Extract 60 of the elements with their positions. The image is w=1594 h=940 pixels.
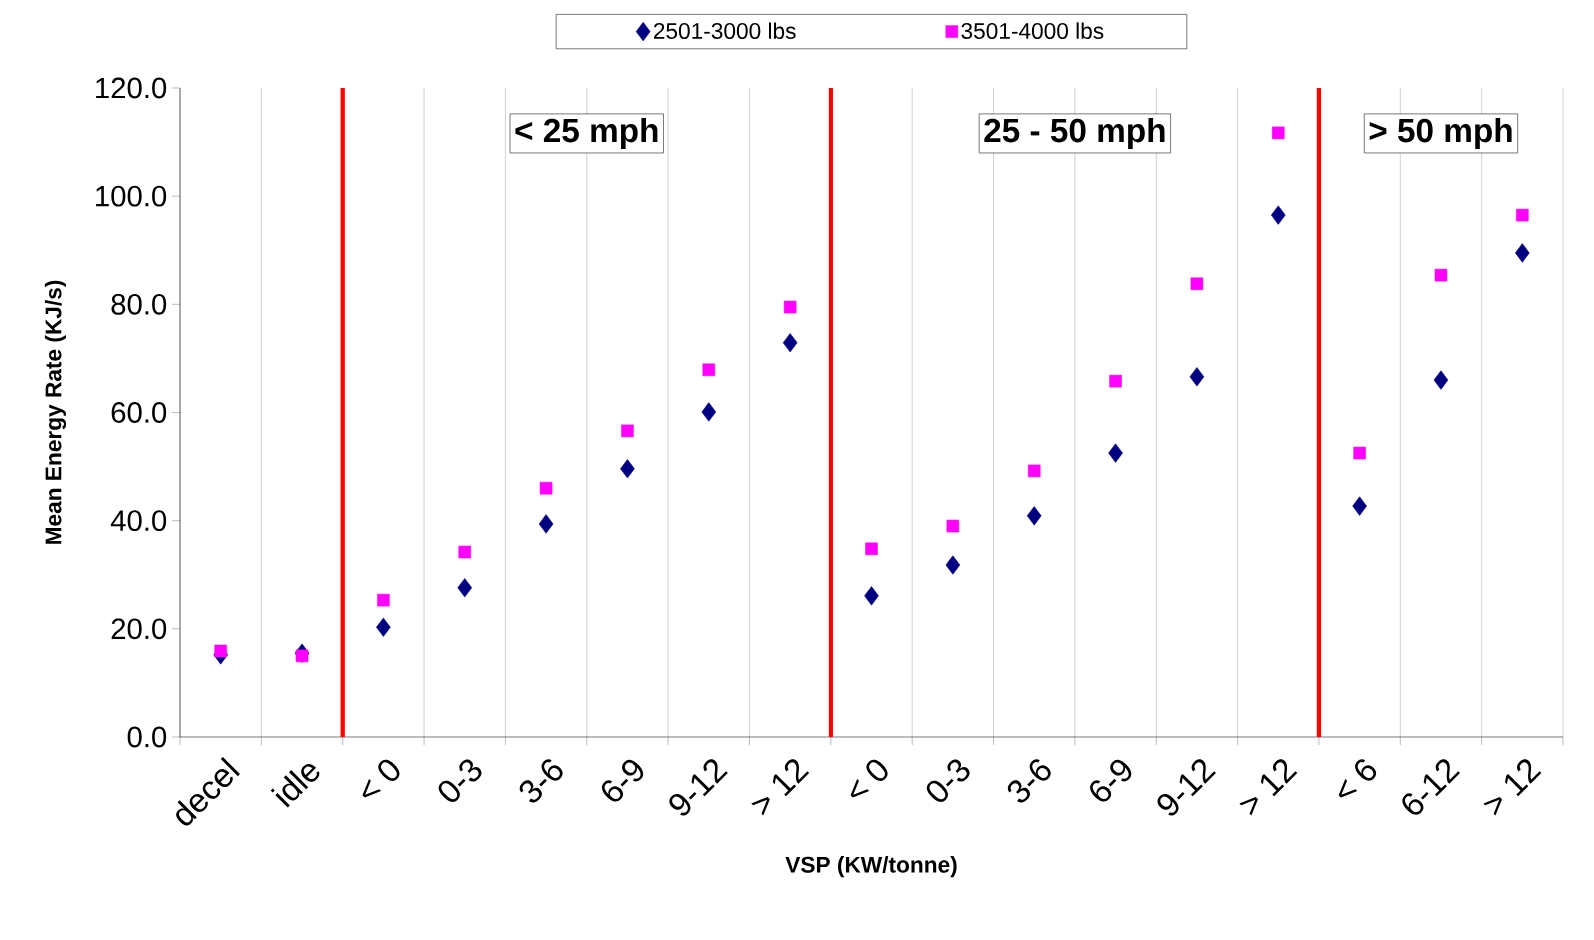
point xyxy=(295,649,309,663)
x-tick-label: < 0 xyxy=(362,759,400,798)
annotation: > 50 mph xyxy=(1369,117,1512,149)
y-tick-label: 0.0 xyxy=(127,726,167,748)
point xyxy=(1353,446,1366,460)
y-tick-label: 40.0 xyxy=(110,510,167,532)
x-tick-label: 3-6 xyxy=(519,759,563,803)
y-tick-label: 20.0 xyxy=(111,618,167,640)
legend-label: 2501-3000 lbs xyxy=(653,22,796,40)
x-tick-label: 0-3 xyxy=(438,759,482,802)
point xyxy=(620,459,635,479)
y-tick-label: 60.0 xyxy=(111,402,167,423)
x-tick-label: > 12 xyxy=(751,759,810,816)
point xyxy=(865,542,878,556)
x-tick-label: idle xyxy=(270,763,320,808)
point xyxy=(1026,506,1042,526)
x-tick-label: 6-12 xyxy=(1402,759,1460,815)
x-tick-label: 6-9 xyxy=(1090,759,1132,802)
annotation: < 25 mph xyxy=(515,117,658,149)
point xyxy=(864,586,879,606)
y-tick-label: 100.0 xyxy=(96,185,167,207)
x-tick-label: < 0 xyxy=(850,759,888,798)
point xyxy=(702,363,716,377)
point xyxy=(1515,243,1530,263)
point xyxy=(1027,464,1041,478)
point xyxy=(376,617,391,637)
point xyxy=(457,578,473,598)
annotation: 25 - 50 mph xyxy=(984,117,1165,149)
point xyxy=(1271,126,1285,140)
point xyxy=(945,555,961,575)
point xyxy=(1189,367,1205,387)
point xyxy=(1433,370,1449,390)
y-tick-label: 120.0 xyxy=(96,77,167,99)
point xyxy=(1434,268,1448,282)
x-tick-label: > 12 xyxy=(1239,759,1298,816)
point xyxy=(214,644,227,658)
point xyxy=(1516,208,1529,222)
point xyxy=(377,593,390,607)
x-tick-label: > 12 xyxy=(1483,759,1542,816)
point xyxy=(1270,205,1286,225)
point xyxy=(783,300,797,314)
point xyxy=(621,424,634,438)
point xyxy=(539,481,553,495)
x-tick-label: 0-3 xyxy=(926,759,970,802)
legend-label: 3501-4000 lbs xyxy=(961,22,1104,40)
point xyxy=(1190,277,1204,291)
x-axis-title: VSP (KW/tonne) xyxy=(785,856,957,878)
y-tick-label: 80.0 xyxy=(111,293,167,315)
point xyxy=(1109,374,1122,388)
point xyxy=(458,545,472,559)
point xyxy=(538,514,554,534)
x-tick-label: 3-6 xyxy=(1007,759,1051,803)
x-tick-label: < 6 xyxy=(1338,759,1377,798)
x-tick-label: 6-9 xyxy=(601,759,644,802)
point xyxy=(1108,443,1123,463)
point xyxy=(701,402,717,422)
y-axis-title: Mean Energy Rate (KJ/s) xyxy=(44,280,67,544)
point xyxy=(782,333,798,353)
point xyxy=(946,519,960,533)
point xyxy=(1352,496,1367,516)
